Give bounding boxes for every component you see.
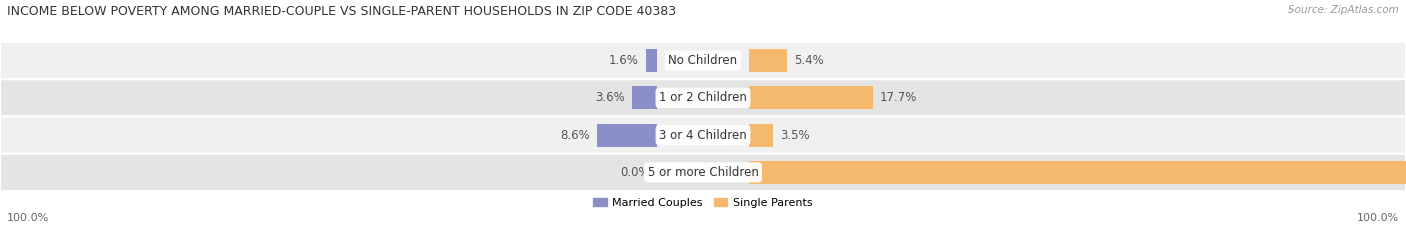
Text: INCOME BELOW POVERTY AMONG MARRIED-COUPLE VS SINGLE-PARENT HOUSEHOLDS IN ZIP COD: INCOME BELOW POVERTY AMONG MARRIED-COUPL… bbox=[7, 5, 676, 18]
Text: 100.0%: 100.0% bbox=[7, 213, 49, 223]
Bar bbox=[749, 123, 773, 147]
Text: 3.6%: 3.6% bbox=[595, 91, 624, 104]
Text: 0.0%: 0.0% bbox=[620, 166, 650, 179]
Text: 3.5%: 3.5% bbox=[780, 129, 810, 142]
Bar bbox=[749, 86, 873, 110]
FancyBboxPatch shape bbox=[0, 154, 1406, 191]
Text: 8.6%: 8.6% bbox=[560, 129, 591, 142]
Bar bbox=[645, 49, 657, 72]
FancyBboxPatch shape bbox=[0, 42, 1406, 79]
Text: 17.7%: 17.7% bbox=[880, 91, 918, 104]
Text: 5.4%: 5.4% bbox=[793, 54, 824, 67]
Text: 1.6%: 1.6% bbox=[609, 54, 640, 67]
FancyBboxPatch shape bbox=[0, 116, 1406, 154]
Legend: Married Couples, Single Parents: Married Couples, Single Parents bbox=[589, 193, 817, 212]
Bar bbox=[749, 49, 787, 72]
FancyBboxPatch shape bbox=[0, 79, 1406, 116]
Text: 1 or 2 Children: 1 or 2 Children bbox=[659, 91, 747, 104]
Text: 5 or more Children: 5 or more Children bbox=[648, 166, 758, 179]
Text: Source: ZipAtlas.com: Source: ZipAtlas.com bbox=[1288, 5, 1399, 15]
Text: No Children: No Children bbox=[668, 54, 738, 67]
Bar bbox=[749, 161, 1406, 184]
Text: 100.0%: 100.0% bbox=[1357, 213, 1399, 223]
Bar bbox=[596, 123, 657, 147]
Text: 3 or 4 Children: 3 or 4 Children bbox=[659, 129, 747, 142]
Bar bbox=[633, 86, 657, 110]
